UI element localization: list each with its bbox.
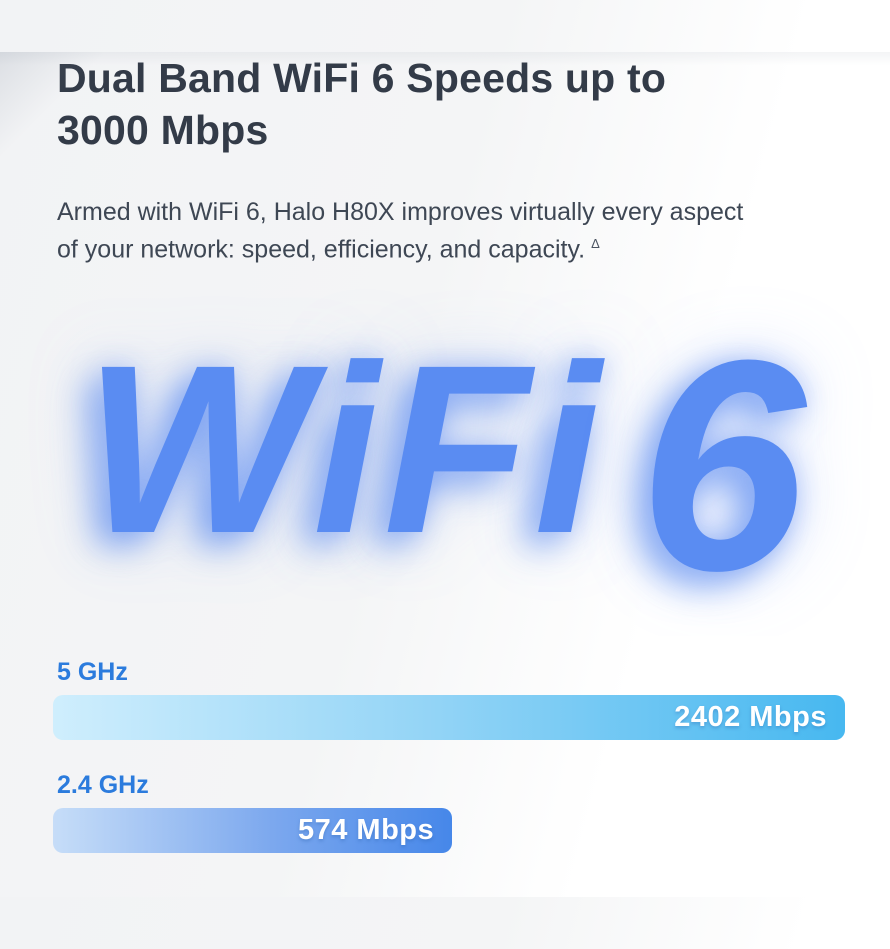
footnote-marker: Δ: [591, 236, 600, 251]
description-line1: Armed with WiFi 6, Halo H80X improves vi…: [57, 198, 744, 226]
section-description: Armed with WiFi 6, Halo H80X improves vi…: [57, 196, 845, 265]
band-5ghz-bar: 2402 Mbps: [53, 695, 845, 741]
section-title: Dual Band WiFi 6 Speeds up to 3000 Mbps: [57, 52, 845, 156]
section-title-line2: 3000 Mbps: [57, 107, 269, 153]
section-title-line1: Dual Band WiFi 6 Speeds up to: [57, 55, 667, 101]
wifi6-hero-graphic: WiFi 6: [0, 297, 890, 633]
band-24ghz-bar: 574 Mbps: [53, 808, 453, 854]
band-5ghz-speed-value: 2402 Mbps: [674, 701, 827, 734]
band-24ghz-speed-value: 574 Mbps: [297, 814, 435, 847]
description-line2: of your network: speed, efficiency, and …: [57, 235, 586, 264]
wifi6-digit: 6: [638, 297, 806, 634]
wifi-wordmark: WiFi: [84, 315, 605, 584]
band-24ghz-label: 2.4 GHz: [57, 771, 149, 800]
band-5ghz-label: 5 GHz: [57, 658, 128, 687]
speed-bars: 5 GHz 2402 Mbps 2.4 GHz 574 Mbps: [53, 657, 845, 854]
